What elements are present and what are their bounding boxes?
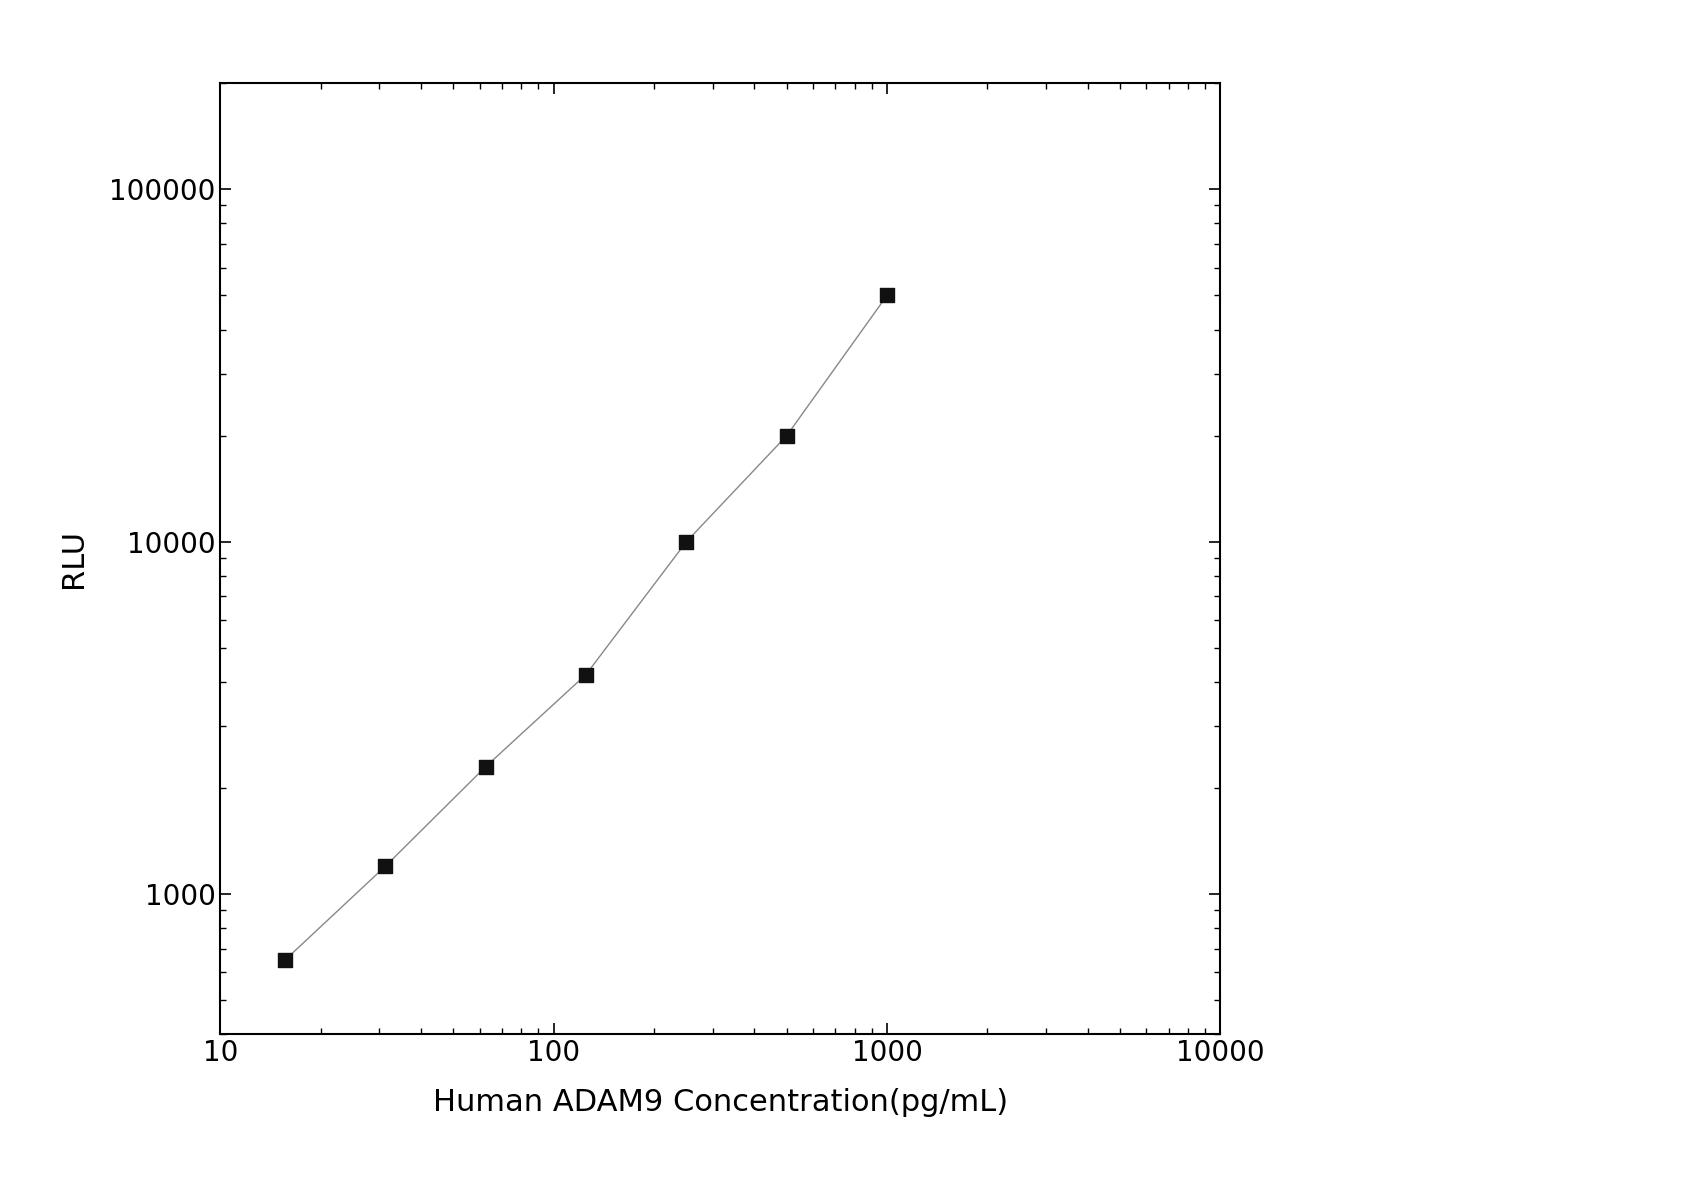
Point xyxy=(673,533,700,552)
Point xyxy=(873,285,900,304)
Y-axis label: RLU: RLU xyxy=(59,529,88,589)
Point xyxy=(271,951,298,970)
X-axis label: Human ADAM9 Concentration(pg/mL): Human ADAM9 Concentration(pg/mL) xyxy=(432,1088,1009,1118)
Point xyxy=(573,665,600,684)
Point xyxy=(773,426,800,445)
Point xyxy=(371,857,398,876)
Point xyxy=(473,757,500,776)
